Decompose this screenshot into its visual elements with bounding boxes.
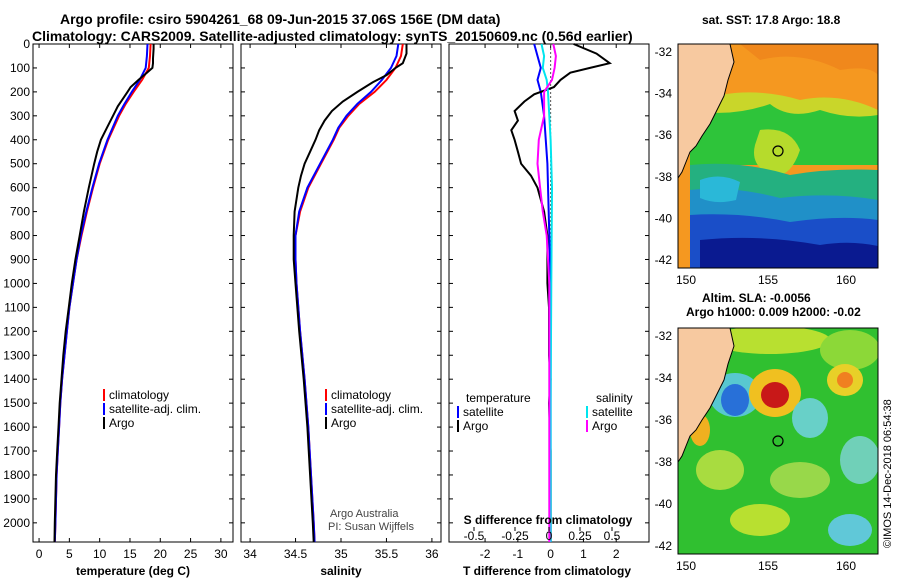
- y-tick-label: 1000: [3, 276, 30, 290]
- x-axis-label: temperature (deg C): [76, 564, 190, 578]
- second-axis-label: S difference from climatology: [464, 513, 633, 527]
- sla-lat-tick: -34: [655, 371, 673, 385]
- legend-label: climatology: [109, 388, 169, 402]
- y-tick-label: 200: [10, 85, 30, 99]
- series-line-salinity-satellite: [540, 43, 554, 542]
- legend-label: satellite: [463, 405, 504, 419]
- series-line-salinity-argo: [536, 43, 557, 542]
- y-tick-label: 1200: [3, 324, 30, 338]
- y-tick-label: 1600: [3, 420, 30, 434]
- plot-frame-2: [240, 43, 442, 543]
- x-tick-label: -2: [480, 547, 491, 561]
- legend-label: Argo: [463, 419, 489, 433]
- x-tick-label: 35: [334, 547, 348, 561]
- y-tick-label: 1800: [3, 468, 30, 482]
- x-tick-label: 2: [613, 547, 620, 561]
- sst-lat-tick: -40: [655, 211, 673, 225]
- x-tick-label: 5: [66, 547, 73, 561]
- x-tick-label: 10: [93, 547, 107, 561]
- sst-lat-tick: -32: [655, 45, 673, 59]
- second-x-tick-label: -0.5: [464, 529, 485, 543]
- x-axis-label: salinity: [320, 564, 362, 578]
- y-tick-label: 1100: [4, 300, 30, 314]
- sla-lat-tick: -38: [655, 455, 673, 469]
- y-tick-label: 800: [10, 229, 30, 243]
- title-line-1: Argo profile: csiro 5904261_68 09-Jun-20…: [60, 11, 501, 27]
- y-tick-label: 1900: [3, 492, 30, 506]
- y-tick-label: 1400: [3, 372, 30, 386]
- x-tick-label: 0: [547, 547, 554, 561]
- plot-frame-1: [32, 43, 234, 543]
- sst-lat-tick: -36: [655, 128, 673, 142]
- x-tick-label: 0: [36, 547, 43, 561]
- sst-lon-tick: 155: [758, 273, 778, 287]
- legend-label: satellite: [592, 405, 633, 419]
- sla-lat-tick: -40: [655, 497, 673, 511]
- legend-label: Argo: [109, 416, 135, 430]
- y-tick-label: 1500: [3, 396, 30, 410]
- legend-label: satellite-adj. clim.: [331, 402, 423, 416]
- x-tick-label: 1: [580, 547, 587, 561]
- sst-lat-tick: -38: [655, 170, 673, 184]
- legend-title-temperature: temperature: [466, 391, 531, 405]
- sla-lon-tick: 150: [676, 559, 696, 573]
- series-line-argo: [292, 44, 408, 543]
- x-tick-label: 36: [425, 547, 439, 561]
- legend-label: climatology: [331, 388, 391, 402]
- x-tick-label: -1: [513, 547, 524, 561]
- sla-lat-tick: -32: [655, 329, 673, 343]
- y-tick-label: 0: [23, 37, 30, 51]
- second-x-tick-label: -0.25: [501, 529, 529, 543]
- second-x-tick-label: 0.5: [604, 529, 621, 543]
- sla-map-title-2: Argo h1000: 0.009 h2000: -0.02: [686, 305, 861, 319]
- legend-label: satellite-adj. clim.: [109, 402, 201, 416]
- imos-timestamp: ©IMOS 14-Dec-2018 06:54:38: [882, 399, 894, 548]
- x-axis-label: T difference from climatology: [463, 564, 631, 578]
- x-tick-label: 34.5: [284, 547, 308, 561]
- title-line-2: Climatology: CARS2009. Satellite-adjuste…: [32, 28, 633, 44]
- legend-label: Argo: [331, 416, 357, 430]
- y-tick-label: 1700: [3, 444, 30, 458]
- second-x-tick-label: 0: [546, 529, 553, 543]
- sst-lon-tick: 160: [836, 273, 856, 287]
- y-tick-label: 700: [10, 205, 30, 219]
- y-tick-label: 500: [10, 157, 30, 171]
- sst-lat-tick: -42: [655, 253, 673, 267]
- x-tick-label: 34: [243, 547, 257, 561]
- y-tick-label: 900: [10, 252, 30, 266]
- series-line-argo: [53, 44, 155, 543]
- y-tick-label: 300: [10, 109, 30, 123]
- credit-line-1: Argo Australia: [330, 508, 399, 520]
- x-tick-label: 35.5: [375, 547, 399, 561]
- sla-lon-tick: 155: [758, 559, 778, 573]
- sla-map-title-1: Altim. SLA: -0.0056: [702, 291, 811, 305]
- sla-lat-tick: -42: [655, 539, 673, 553]
- sst-lon-tick: 150: [676, 273, 696, 287]
- legend-title-salinity: salinity: [596, 391, 633, 405]
- sla-lon-tick: 160: [836, 559, 856, 573]
- x-tick-label: 30: [214, 547, 228, 561]
- y-tick-label: 600: [10, 181, 30, 195]
- x-tick-label: 20: [154, 547, 168, 561]
- series-line-climatology: [53, 43, 152, 543]
- series-line-climatology: [294, 43, 404, 543]
- series-line-temperature-argo: [510, 43, 613, 542]
- second-x-tick-label: 0.25: [568, 529, 592, 543]
- x-tick-label: 15: [123, 547, 137, 561]
- sla-lat-tick: -36: [655, 413, 673, 427]
- x-tick-label: 25: [184, 547, 198, 561]
- y-tick-label: 100: [10, 61, 30, 75]
- y-tick-label: 1300: [3, 348, 30, 362]
- sst-lat-tick: -34: [655, 87, 673, 101]
- y-tick-label: 2000: [3, 516, 30, 530]
- series-line-satellite-adj-clim-: [53, 43, 149, 543]
- legend-label: Argo: [592, 419, 618, 433]
- y-tick-label: 400: [10, 133, 30, 147]
- sst-map-title: sat. SST: 17.8 Argo: 18.8: [702, 13, 841, 27]
- credit-line-2: PI: Susan Wijffels: [328, 521, 414, 533]
